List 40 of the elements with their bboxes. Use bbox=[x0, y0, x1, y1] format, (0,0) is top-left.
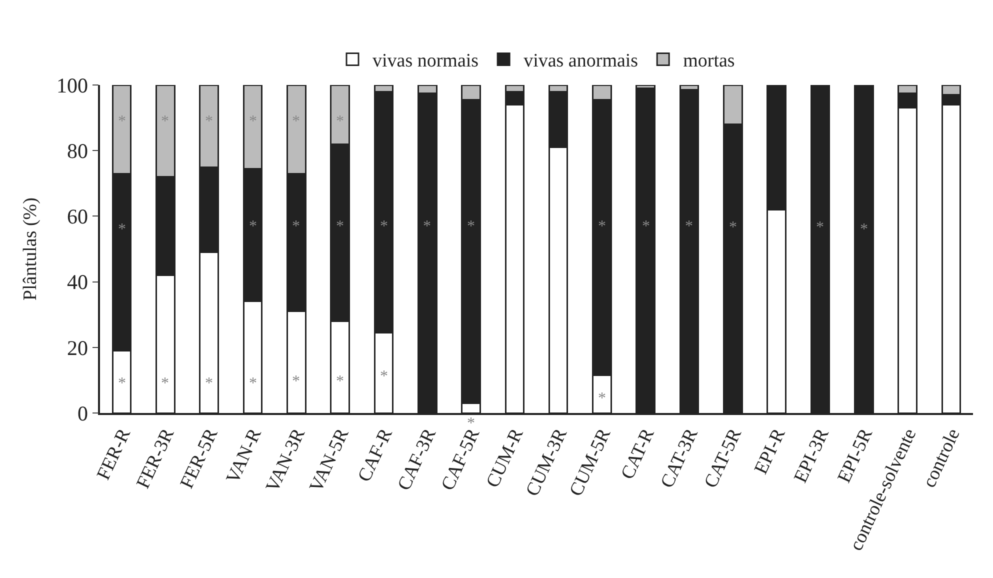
annotation: * bbox=[118, 221, 126, 238]
x-tick-label: EPI-R bbox=[750, 425, 790, 478]
legend-label: mortas bbox=[683, 50, 735, 72]
y-tick-label: 100 bbox=[56, 73, 88, 98]
annotation: * bbox=[205, 375, 213, 392]
annotation: * bbox=[685, 218, 693, 235]
annotation: * bbox=[598, 390, 606, 407]
y-tick-label: 20 bbox=[67, 336, 88, 360]
annotation: * bbox=[642, 218, 650, 235]
annotation: * bbox=[598, 218, 606, 235]
annotation: * bbox=[118, 375, 126, 392]
legend-label: vivas normais bbox=[372, 50, 479, 72]
annotation: * bbox=[249, 218, 257, 235]
annotation: * bbox=[860, 221, 868, 238]
annotation: * bbox=[249, 113, 257, 130]
annotation: * bbox=[161, 375, 169, 392]
y-axis-title: Plântulas (%) bbox=[20, 198, 41, 300]
annotation: * bbox=[336, 373, 344, 390]
annotation: * bbox=[292, 113, 300, 130]
annotation: * bbox=[336, 218, 344, 235]
annotation: * bbox=[161, 113, 169, 130]
annotation: * bbox=[816, 219, 824, 236]
annotation: * bbox=[118, 113, 126, 130]
annotation: * bbox=[729, 219, 737, 236]
annotation: * bbox=[292, 218, 300, 235]
y-tick-label: 80 bbox=[67, 138, 88, 163]
annotation: * bbox=[467, 218, 475, 235]
annotation: * bbox=[249, 375, 257, 392]
y-tick-label: 0 bbox=[78, 401, 88, 426]
x-tick-label: controle bbox=[918, 426, 964, 491]
y-tick-label: 40 bbox=[67, 270, 88, 294]
y-tick-label: 60 bbox=[67, 204, 88, 229]
annotation: * bbox=[380, 218, 388, 235]
annotation: * bbox=[423, 218, 431, 235]
annotation: * bbox=[380, 368, 388, 385]
annotation: * bbox=[292, 373, 300, 390]
annotation: * bbox=[205, 113, 213, 130]
legend-label: vivas anormais bbox=[524, 50, 638, 72]
x-tick-label: CAT-R bbox=[617, 425, 659, 483]
annotation: * bbox=[336, 113, 344, 130]
